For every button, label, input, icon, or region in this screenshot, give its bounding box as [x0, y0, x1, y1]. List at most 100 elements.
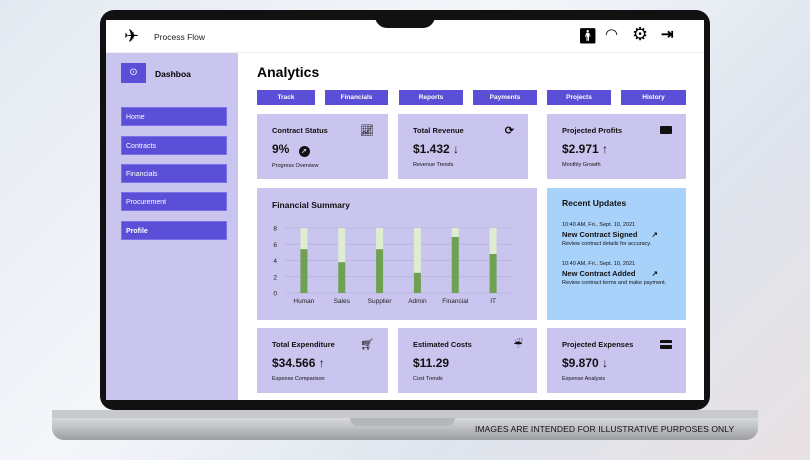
card-title: Total Revenue — [413, 126, 464, 135]
estimated-costs-card: Estimated Costs $11.29 Cost Trends ☔︎ — [398, 328, 537, 393]
laptop-base-front — [52, 418, 758, 440]
update-desc: Review contract details for accuracy. — [562, 241, 652, 247]
cart-icon: 🛒︎ — [360, 339, 374, 351]
update-time: 10:40 AM, Fri., Sept. 10, 2021 — [562, 261, 636, 267]
credit-card-icon — [660, 340, 672, 349]
rain-cloud-icon: ☔︎ — [513, 339, 523, 351]
bar-segment — [489, 254, 497, 293]
external-link-icon[interactable]: ↗ — [651, 230, 658, 239]
tab-payments[interactable]: Payments — [473, 90, 537, 105]
y-tick-label: 8 — [273, 226, 277, 233]
card-subtitle: Cost Trends — [413, 376, 443, 382]
chart-title: Financial Summary — [272, 200, 350, 210]
recent-updates-panel: Recent Updates 10:40 AM, Fri., Sept. 10,… — [547, 188, 686, 320]
financial-summary-card: Financial Summary 0 2 4 6 8 Human Sales Supplie… — [257, 188, 537, 320]
card-value: $34.566 — [272, 356, 316, 370]
bar-segment — [413, 272, 421, 293]
x-tick-label: Supplier — [368, 298, 393, 305]
bar-segment — [338, 228, 346, 263]
external-link-icon[interactable]: ↗ — [651, 269, 658, 278]
arrow-up-icon: ↑ — [318, 356, 325, 370]
refresh-icon: ⟳ — [504, 125, 514, 137]
card-title: Contract Status — [272, 126, 328, 135]
gear-icon[interactable]: ⚙ — [632, 24, 649, 44]
card-title: Projected Profits — [562, 126, 623, 135]
total-expenditure-card: Total Expenditure $34.566 ↑ Expense Comp… — [257, 328, 388, 393]
sidebar-item-home[interactable]: Home — [121, 107, 227, 126]
bar-segment — [338, 262, 346, 293]
card-title: Projected Expenses — [562, 340, 634, 349]
update-desc: Review contract terms and make payment. — [562, 280, 667, 286]
x-tick-label: Admin — [408, 298, 427, 305]
card-subtitle: Expense Comparison — [272, 376, 325, 382]
bar-segment — [300, 249, 308, 293]
screen: ✈ Process Flow 🚹︎ ◠ ⚙ ⇥ ⊙ Dashboa Home C… — [106, 20, 704, 400]
laptop-groove — [350, 418, 455, 426]
tab-track[interactable]: Track — [257, 90, 315, 105]
dashboard-icon[interactable]: ⊙ — [121, 63, 146, 83]
update-title: New Contract Signed — [562, 230, 638, 239]
y-tick-label: 4 — [273, 258, 277, 265]
card-subtitle: Expense Analysis — [562, 376, 606, 382]
x-tick-label: Sales — [334, 298, 351, 305]
bar-segment — [451, 236, 459, 293]
bar-segment — [451, 228, 459, 237]
arrow-up-icon: ↑ — [602, 142, 609, 156]
camera-notch — [375, 20, 435, 28]
sidebar-item-profile[interactable]: Profile — [121, 221, 227, 240]
update-time: 10:40 AM, Fri., Sept. 10, 2021 — [562, 222, 636, 228]
card-subtitle: Progress Overview — [272, 163, 319, 169]
y-tick-label: 2 — [273, 274, 277, 281]
bar-segment — [300, 228, 308, 250]
tab-financials[interactable]: Financials — [325, 90, 388, 105]
bar-segment — [413, 228, 421, 273]
contract-status-card: Contract Status 9% ➚ Progress Overview 📈… — [257, 114, 388, 179]
compass-icon: ➚ — [298, 146, 310, 157]
y-tick-label: 0 — [273, 291, 277, 298]
card-value: 9% — [272, 142, 290, 156]
speedometer-icon[interactable]: ◠ — [605, 26, 619, 43]
update-item[interactable]: 10:40 AM, Fri., Sept. 10, 2021 New Contr… — [562, 222, 671, 247]
arrow-down-icon: ↓ — [453, 142, 460, 156]
page-title: Analytics — [257, 64, 320, 80]
logout-icon[interactable]: ⇥ — [661, 26, 674, 43]
bar-segment — [489, 228, 497, 254]
disclaimer: IMAGES ARE INTENDED FOR ILLUSTRATIVE PUR… — [475, 424, 735, 434]
sidebar: ⊙ Dashboa Home Contracts Financials Proc… — [106, 53, 238, 400]
tab-reports[interactable]: Reports — [399, 90, 463, 105]
projected-expenses-card: Projected Expenses $9.870 ↓ Expense Anal… — [547, 328, 686, 393]
sidebar-item-financials[interactable]: Financials — [121, 164, 227, 183]
bar-segment — [376, 228, 384, 250]
sidebar-item-contracts[interactable]: Contracts — [121, 136, 227, 155]
bar-segment — [376, 249, 384, 293]
sidebar-title: Dashboa — [155, 69, 191, 79]
update-item[interactable]: 10:40 AM, Fri., Sept. 10, 2021 New Contr… — [562, 261, 671, 286]
x-tick-label: IT — [490, 298, 496, 305]
financial-summary-chart: Financial Summary 0 2 4 6 8 Human Sales Supplie… — [272, 200, 512, 305]
card-title: Total Expenditure — [272, 340, 335, 349]
sidebar-item-procurement[interactable]: Procurement — [121, 192, 227, 211]
card-value: $2.971 — [562, 142, 599, 156]
airplane-icon: ✈ — [124, 26, 140, 46]
laptop-base — [52, 410, 758, 420]
total-revenue-card: Total Revenue $1.432 ↓ Revenue Trends ⟳ — [398, 114, 528, 179]
y-tick-label: 6 — [273, 242, 277, 249]
card-value: $11.29 — [413, 356, 450, 370]
person-icon[interactable]: 🚹︎ — [578, 28, 598, 45]
x-tick-label: Financial — [442, 298, 469, 305]
card-subtitle: Monthly Growth — [562, 162, 601, 168]
app-title: Process Flow — [154, 32, 206, 42]
updates-title: Recent Updates — [562, 198, 627, 208]
x-tick-label: Human — [293, 298, 314, 305]
projected-profits-card: Projected Profits $2.971 ↑ Monthly Growt… — [547, 114, 686, 179]
card-title: Estimated Costs — [413, 340, 472, 349]
card-value: $9.870 — [562, 356, 599, 370]
chart-line-icon: 📈︎ — [360, 125, 374, 137]
money-icon — [660, 126, 672, 134]
arrow-down-icon: ↓ — [602, 356, 609, 370]
card-subtitle: Revenue Trends — [413, 162, 454, 168]
card-value: $1.432 — [413, 142, 450, 156]
tab-history[interactable]: History — [621, 90, 686, 105]
tab-projects[interactable]: Projects — [547, 90, 611, 105]
update-title: New Contract Added — [562, 269, 636, 278]
